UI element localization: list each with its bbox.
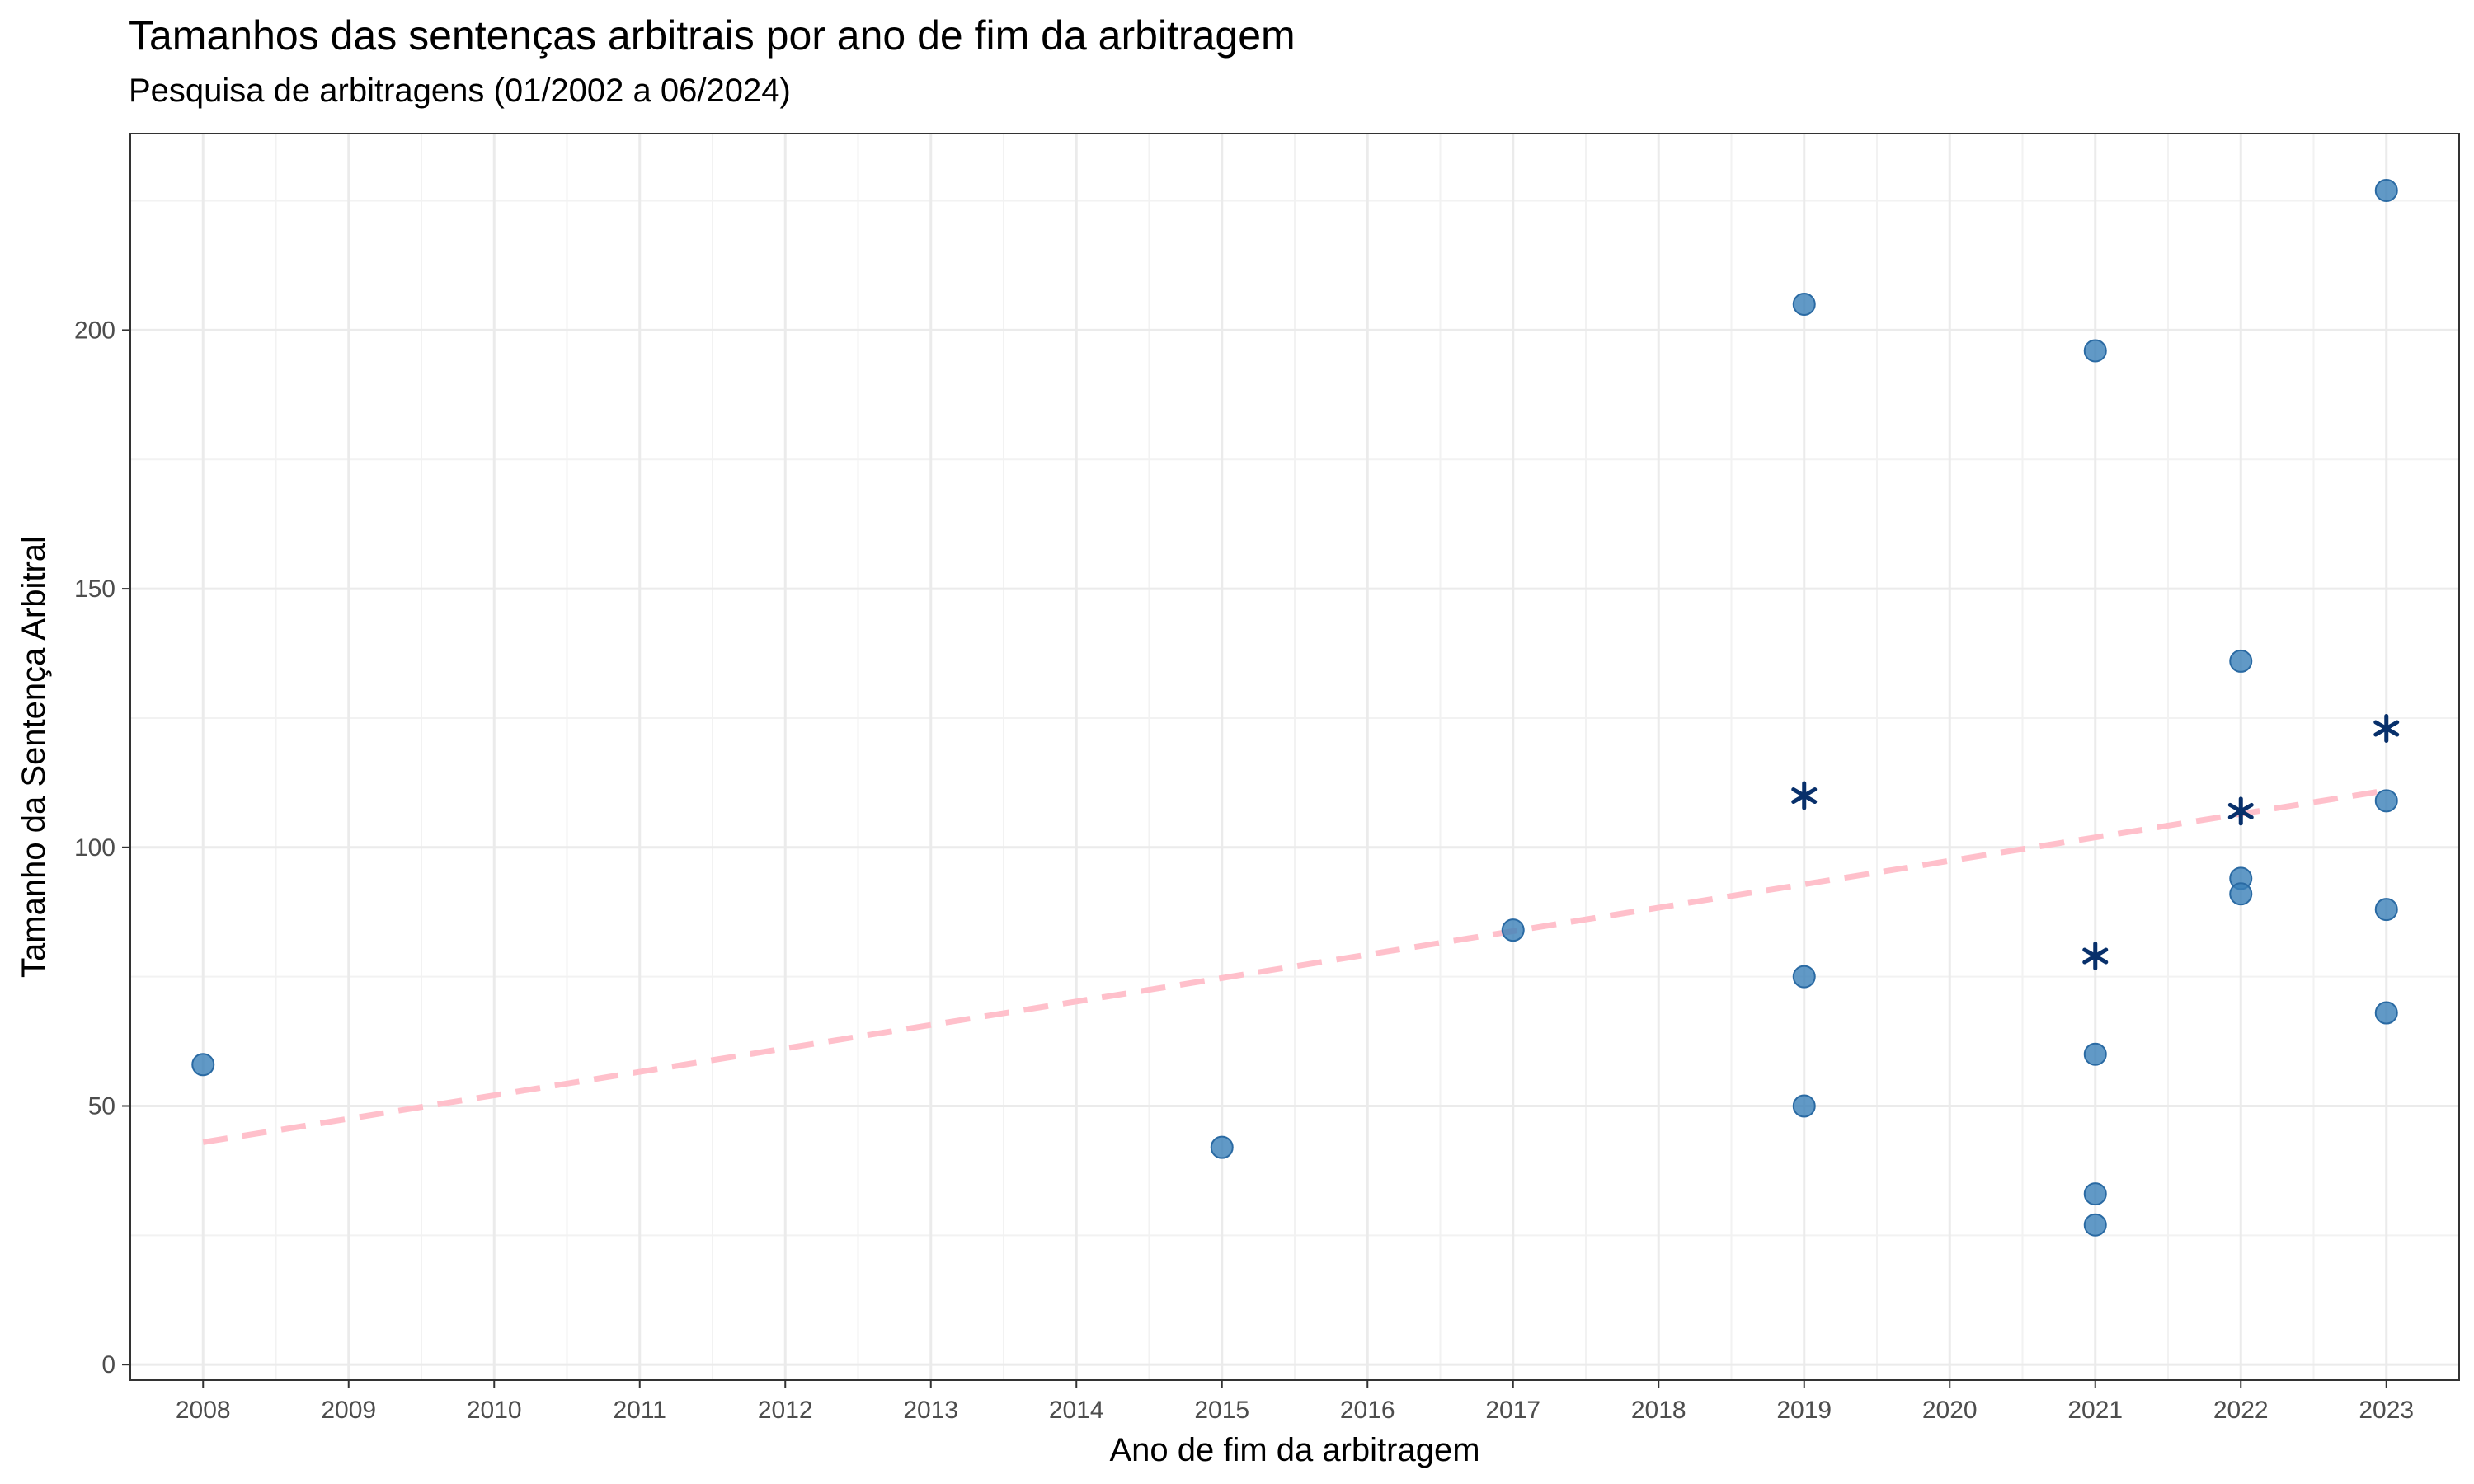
- data-point-circle: [2083, 1042, 2107, 1066]
- x-tick-label: 2021: [2067, 1397, 2123, 1424]
- x-tick-label: 2013: [903, 1397, 958, 1424]
- data-point-circle: [1792, 1094, 1816, 1118]
- data-point-circle: [2374, 789, 2398, 813]
- x-tick-label: 2020: [1922, 1397, 1978, 1424]
- y-tick-label: 200: [74, 317, 115, 344]
- data-point-circle: [2083, 1213, 2107, 1237]
- chart-subtitle: Pesquisa de arbitragens (01/2002 a 06/20…: [129, 73, 791, 109]
- y-tick-label: 50: [88, 1092, 115, 1120]
- x-tick-label: 2008: [176, 1397, 231, 1424]
- data-point-circle: [1501, 918, 1525, 942]
- asterisk-stroke: [2227, 802, 2254, 819]
- grid-minor: [130, 134, 2459, 1380]
- data-points: [191, 179, 2400, 1237]
- chart-title: Tamanhos das sentenças arbitrais por ano…: [129, 12, 1296, 59]
- y-tick-label: 0: [101, 1351, 115, 1378]
- x-axis-title: Ano de fim da arbitragem: [1109, 1432, 1479, 1468]
- asterisk-stroke: [2082, 947, 2109, 965]
- data-point-circle: [2374, 1001, 2398, 1025]
- y-tick-label: 100: [74, 834, 115, 862]
- panel-border: [129, 133, 2460, 1381]
- data-point-circle: [1792, 965, 1816, 989]
- data-point-circle: [2374, 179, 2398, 203]
- asterisk-stroke: [2373, 720, 2400, 737]
- data-point-circle: [1792, 293, 1816, 317]
- x-tick-label: 2012: [758, 1397, 813, 1424]
- asterisk-stroke: [1791, 787, 1818, 805]
- trend-line-group: [202, 787, 2387, 1145]
- x-tick-label: 2015: [1194, 1397, 1249, 1424]
- data-point-circle: [1210, 1135, 1234, 1159]
- trend-line: [202, 787, 2387, 1145]
- x-tick-label: 2023: [2359, 1397, 2414, 1424]
- data-point-circle: [2374, 898, 2398, 922]
- x-tick-label: 2014: [1049, 1397, 1104, 1424]
- x-tick-label: 2018: [1631, 1397, 1686, 1424]
- x-tick-label: 2009: [321, 1397, 376, 1424]
- y-axis-title: Tamanho da Sentença Arbitral: [16, 536, 52, 978]
- data-point-circle: [2229, 649, 2253, 673]
- data-point-circle: [2083, 339, 2107, 363]
- data-point-asterisk: [2227, 796, 2254, 826]
- data-point-circle: [2229, 882, 2253, 906]
- data-point-asterisk: [1791, 781, 1818, 810]
- x-tick-label: 2011: [613, 1397, 666, 1424]
- data-point-asterisk: [2373, 713, 2400, 743]
- data-point-circle: [191, 1053, 215, 1077]
- x-tick-label: 2010: [467, 1397, 522, 1424]
- data-point-circle: [2083, 1182, 2107, 1206]
- x-tick-label: 2019: [1776, 1397, 1832, 1424]
- data-point-asterisk: [2082, 942, 2109, 971]
- axis-ticks: 2008 2009 2010 2011 2012 2013 2014 2015 2016 2017…: [74, 317, 2414, 1424]
- x-tick-label: 2022: [2213, 1397, 2269, 1424]
- y-tick-label: 150: [74, 575, 115, 603]
- x-tick-label: 2017: [1485, 1397, 1540, 1424]
- x-tick-label: 2016: [1340, 1397, 1395, 1424]
- grid-major: [130, 134, 2459, 1380]
